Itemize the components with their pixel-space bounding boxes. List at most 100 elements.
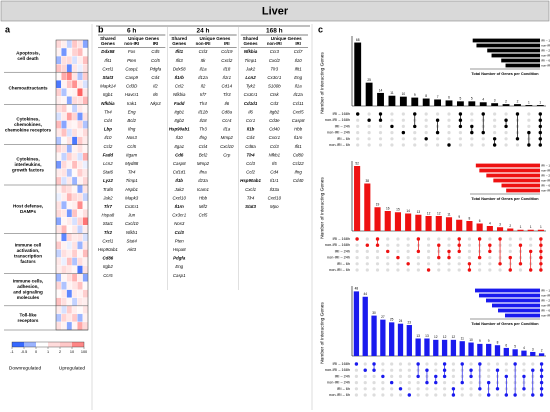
- inset-bar: [479, 293, 540, 298]
- heatmap-cell: [55, 297, 62, 306]
- gene: Il5: [272, 161, 277, 166]
- gene: Nkp3: [150, 101, 161, 106]
- heatmap-cell: [55, 47, 62, 57]
- shared-header: Genes: [244, 41, 258, 46]
- bar: [476, 223, 483, 231]
- gene: Ccl2: [246, 170, 255, 175]
- matrix-dot-empty: [375, 262, 380, 266]
- heatmap-cell: [82, 72, 89, 81]
- bar: [512, 349, 518, 356]
- matrix-dot: [390, 124, 394, 129]
- bar-label: 8: [469, 216, 471, 220]
- matrix-dot-empty: [390, 112, 394, 116]
- gene: Cd8a: [245, 144, 256, 149]
- matrix-dot-empty: [390, 118, 394, 122]
- gene: Il10: [176, 135, 184, 140]
- group-label: adhesion,: [17, 284, 38, 289]
- heatmap-cell: [61, 313, 67, 323]
- bar-label: 24: [399, 319, 403, 323]
- matrix-dot-empty: [504, 137, 508, 141]
- matrix-dot: [398, 387, 403, 391]
- gene: Lcn2: [245, 75, 256, 80]
- bar-label: 12: [427, 211, 431, 215]
- heatmap-cell: [61, 80, 67, 89]
- gene: Casp8: [292, 118, 305, 123]
- sub-header: non-IRI: [267, 41, 282, 46]
- matrix-dot-empty: [355, 262, 359, 266]
- sub-header: IRI: [295, 41, 301, 46]
- shared-header: Shared: [171, 36, 187, 41]
- heatmap-cell: [55, 112, 62, 121]
- gene: Nfkbia: [101, 101, 115, 106]
- matrix-dot-empty: [451, 374, 456, 378]
- gene: Hspa8: [173, 247, 186, 252]
- heatmap-cell: [82, 265, 89, 274]
- panel-label: c: [318, 24, 323, 34]
- gene: Tlr4: [128, 170, 136, 175]
- bar-label: 10: [469, 338, 473, 342]
- gene: Ifit1: [295, 66, 303, 71]
- matrix-dot-empty: [413, 143, 417, 147]
- matrix-dot-empty: [527, 112, 531, 116]
- heatmap-cell: [66, 152, 73, 161]
- matrix-dot: [406, 262, 410, 266]
- set-label: non-IRI – 6h: [329, 268, 350, 272]
- gene: Stat6: [103, 170, 114, 175]
- bar-label: 12: [452, 335, 456, 339]
- gene: Pten: [127, 58, 137, 63]
- matrix-dot: [389, 380, 394, 385]
- matrix-dot-empty: [381, 387, 385, 391]
- heatmap-cell: [71, 184, 78, 194]
- bar: [353, 291, 360, 356]
- heatmap-cell: [66, 176, 73, 186]
- heatmap-cell: [71, 96, 78, 105]
- matrix-dot-empty: [416, 381, 420, 385]
- matrix-dot-empty: [424, 131, 428, 135]
- bar-label: 2: [509, 224, 511, 228]
- heatmap-cell: [61, 112, 67, 121]
- bar-label: 8: [497, 341, 499, 345]
- heatmap-cell: [71, 233, 78, 242]
- heatmap-cell: [77, 160, 83, 170]
- heatmap-cell: [71, 80, 78, 89]
- heatmap-cell: [77, 176, 83, 186]
- gene: Il1b: [175, 178, 183, 183]
- matrix-dot-empty: [372, 387, 376, 391]
- matrix-dot-empty: [365, 249, 369, 253]
- gene: Ifit1: [104, 58, 112, 63]
- heatmap-cell: [66, 273, 73, 282]
- y-axis-label: Number of Interacting Genes: [319, 52, 325, 114]
- gene: Il33a: [270, 187, 280, 192]
- heatmap-cell: [77, 257, 83, 266]
- matrix-dot-empty: [354, 381, 359, 385]
- gene: Itgb1: [174, 109, 184, 114]
- gene: Cd3e: [269, 118, 280, 123]
- heatmap-cell: [66, 257, 73, 266]
- inset-set-label: non-IRI – 168h: [541, 293, 550, 297]
- legend-swatch: [72, 342, 84, 347]
- heatmap-cell: [82, 104, 89, 113]
- matrix-dot-empty: [401, 118, 405, 122]
- inset-bar: [475, 288, 540, 293]
- matrix-dot-empty: [396, 249, 400, 253]
- gene: Tlr4: [104, 109, 112, 114]
- matrix-dot-empty: [363, 393, 367, 397]
- gene: Itgb2: [269, 109, 279, 114]
- heatmap-cell: [61, 168, 67, 178]
- heatmap-cell: [77, 136, 83, 145]
- bar-label: 68: [356, 38, 360, 42]
- matrix-dot: [401, 130, 406, 135]
- matrix-dot-empty: [467, 249, 472, 253]
- bar-label: 11: [461, 337, 465, 341]
- bar-label: 19: [376, 203, 380, 207]
- group-label: activation,: [17, 248, 40, 253]
- heatmap-cell: [61, 104, 67, 113]
- inset-set-label: non-IRI – 6h: [541, 188, 550, 192]
- heatmap-cell: [71, 120, 78, 129]
- bar-label: 52: [355, 161, 359, 165]
- gene: Ccl3: [199, 49, 208, 54]
- matrix-dot-empty: [398, 381, 403, 385]
- heatmap-cell: [61, 152, 67, 161]
- bar-label: 6: [479, 219, 481, 223]
- heatmap-cell: [61, 72, 67, 81]
